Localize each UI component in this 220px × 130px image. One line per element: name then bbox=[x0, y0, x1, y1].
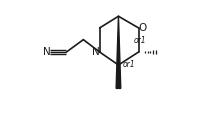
Text: N: N bbox=[43, 47, 51, 57]
Text: or1: or1 bbox=[134, 36, 146, 46]
Text: or1: or1 bbox=[123, 60, 135, 69]
Text: N: N bbox=[92, 47, 100, 57]
Polygon shape bbox=[116, 16, 121, 88]
Text: O: O bbox=[138, 23, 146, 33]
